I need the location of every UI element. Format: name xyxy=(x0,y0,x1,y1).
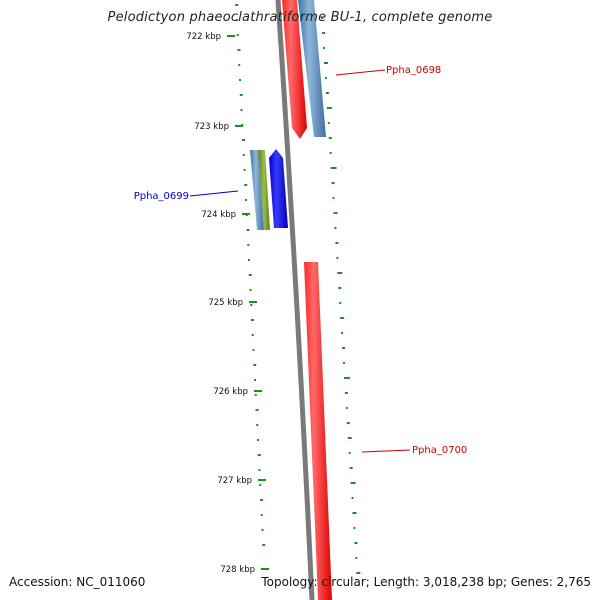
gc-content-track xyxy=(235,4,266,546)
tick-label-727: 727 kbp xyxy=(217,476,252,486)
gene-ppha-0699-feature-green[interactable] xyxy=(258,150,270,230)
gene-label-ppha-0699[interactable]: Ppha_0699 xyxy=(134,191,189,202)
gc-skew-track xyxy=(321,17,361,574)
leader-ppha-0699 xyxy=(189,190,239,197)
map-title: Pelodictyon phaeoclathratiforme BU-1, co… xyxy=(107,10,493,25)
tick-label-728: 728 kbp xyxy=(220,565,255,575)
scale-labels: 722 kbp 723 kbp 724 kbp 725 kbp 726 kbp … xyxy=(186,32,255,575)
gene-ppha-0700-cds[interactable] xyxy=(304,262,332,600)
gene-ppha-0698-cds[interactable] xyxy=(282,0,307,139)
tick-label-726: 726 kbp xyxy=(213,387,248,397)
leader-ppha-0700 xyxy=(361,449,411,453)
accession-label: Accession: NC_011060 xyxy=(9,575,146,589)
gene-leaders xyxy=(189,69,411,453)
leader-ppha-0698 xyxy=(335,69,386,76)
gene-label-ppha-0700[interactable]: Ppha_0700 xyxy=(412,445,467,456)
gene-label-ppha-0698[interactable]: Ppha_0698 xyxy=(386,65,441,76)
scale-ticks xyxy=(227,35,269,570)
gene-ppha-0699-cds[interactable] xyxy=(269,149,288,228)
tick-label-722: 722 kbp xyxy=(186,32,221,42)
gene-ppha-0699-feature-steel[interactable] xyxy=(250,150,264,230)
topology-summary: Topology: circular; Length: 3,018,238 bp… xyxy=(261,575,591,589)
tick-label-723: 723 kbp xyxy=(194,122,229,132)
gene-ppha-0698-feature[interactable] xyxy=(298,0,326,137)
tick-label-724: 724 kbp xyxy=(201,210,236,220)
tick-label-725: 725 kbp xyxy=(208,298,243,308)
genome-backbone xyxy=(275,0,315,600)
